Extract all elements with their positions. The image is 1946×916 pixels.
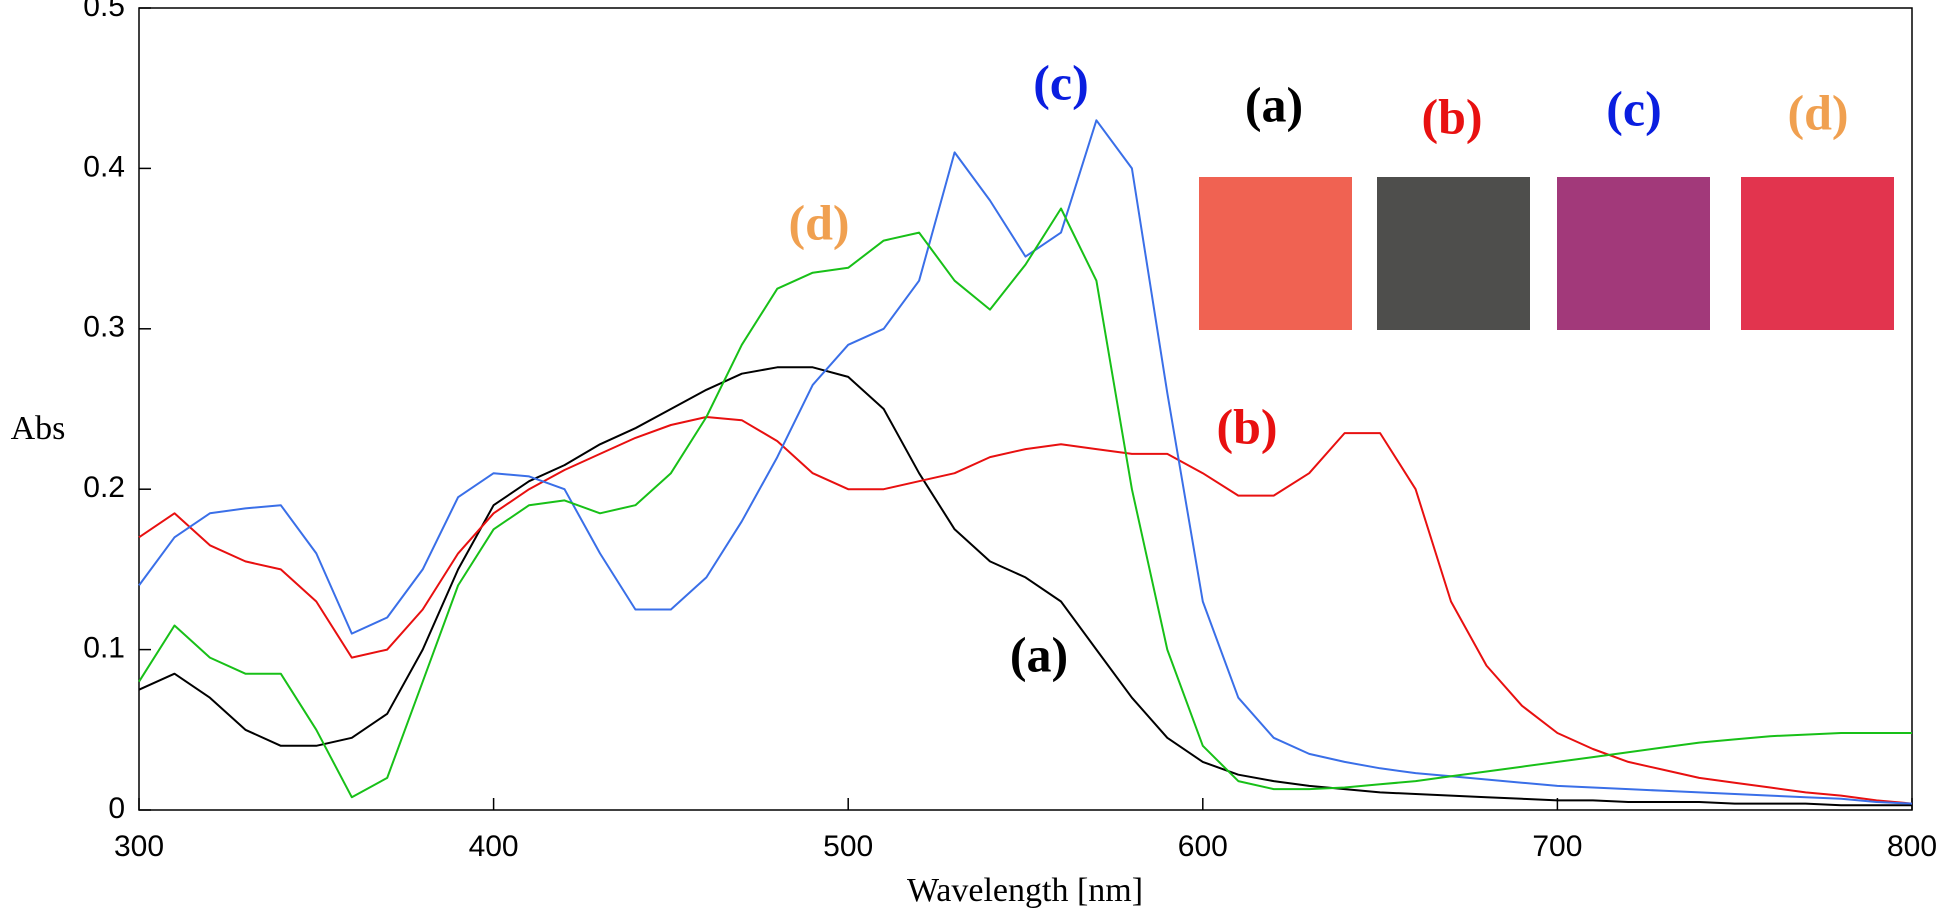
- plot-frame: [138, 7, 1913, 811]
- curve-label: (b): [1216, 398, 1277, 454]
- x-tick-label: 400: [469, 830, 519, 863]
- series-line: [138, 366, 1912, 807]
- y-axis-label: Abs: [11, 410, 66, 447]
- swatch-label: (a): [1245, 76, 1303, 132]
- swatch-label: (d): [1787, 84, 1848, 140]
- series-line: [138, 119, 1913, 805]
- swatch-label: (b): [1421, 88, 1482, 144]
- x-tick-label: 500: [823, 830, 873, 863]
- y-tick-label: 0: [108, 792, 125, 825]
- sample-swatch: [1557, 177, 1710, 330]
- sample-swatch: [1377, 177, 1530, 330]
- x-tick-label: 800: [1887, 830, 1937, 863]
- series-line: [138, 416, 1913, 805]
- y-tick-label: 0.1: [83, 632, 125, 665]
- y-tick-label: 0.3: [83, 311, 125, 344]
- y-tick-label: 0.5: [83, 0, 125, 23]
- x-tick-label: 700: [1532, 830, 1582, 863]
- x-tick-label: 600: [1178, 830, 1228, 863]
- series-line: [138, 207, 1912, 799]
- swatch-label: (c): [1606, 80, 1662, 136]
- curve-label: (d): [788, 194, 849, 250]
- sample-swatch: [1741, 177, 1894, 330]
- x-tick-label: 300: [114, 830, 164, 863]
- sample-swatch: [1199, 177, 1352, 330]
- curve-label: (c): [1033, 54, 1089, 110]
- curve-label: (a): [1010, 626, 1068, 682]
- x-axis-label: Wavelength [nm]: [907, 872, 1143, 909]
- y-tick-label: 0.2: [83, 471, 125, 504]
- y-tick-label: 0.4: [83, 150, 125, 183]
